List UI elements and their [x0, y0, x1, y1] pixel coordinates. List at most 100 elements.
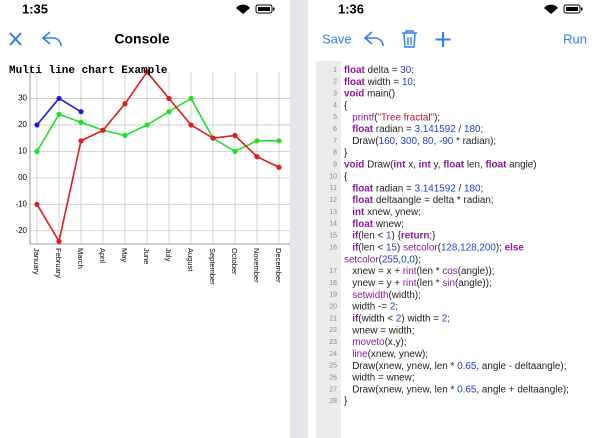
chart-title: Multi line chart Example — [9, 65, 168, 77]
x-tick-label: November — [252, 248, 261, 283]
code-line: ynew = y + rint(len * sin(angle)); — [344, 278, 492, 289]
code-line: if(len < 15) setcolor(128,128,200); else — [344, 242, 524, 253]
data-point — [122, 101, 128, 107]
code-line: void main() — [344, 88, 395, 99]
data-point — [144, 69, 150, 75]
line-number: 6 — [333, 126, 337, 133]
line-number: 17 — [329, 268, 337, 275]
line-number: 14 — [329, 221, 337, 228]
series-line — [36, 97, 279, 153]
code-line: { — [344, 100, 348, 111]
code-line: width -= 2; — [344, 301, 398, 312]
delete-button[interactable] — [402, 30, 417, 48]
line-number: 18 — [329, 280, 337, 287]
code-line: width = wnew; — [344, 372, 415, 383]
status-icons — [544, 4, 583, 15]
y-tick-label: 00 — [18, 173, 27, 182]
line-number: 16 — [329, 244, 337, 251]
data-point — [254, 154, 260, 160]
data-point — [232, 132, 238, 139]
undo-button[interactable] — [41, 31, 62, 47]
code-line: if(width < 2) width = 2; — [344, 313, 450, 324]
x-tick-label: June — [142, 248, 151, 264]
data-point — [166, 109, 172, 115]
close-button[interactable] — [9, 32, 22, 46]
line-number: 9 — [333, 161, 337, 168]
code-line: void Draw(int x, int y, float len, float… — [344, 159, 537, 170]
x-tick-label: August — [186, 248, 195, 272]
undo-button[interactable] — [363, 31, 384, 47]
code-line: float radian = 3.141592 / 180; — [344, 124, 483, 135]
line-number: 28 — [329, 398, 337, 405]
data-point — [210, 135, 216, 141]
code-line: float wnew; — [344, 218, 404, 229]
run-button[interactable]: Run — [563, 31, 587, 46]
line-number: 15 — [329, 232, 337, 239]
code-line: setwidth(width); — [344, 289, 421, 300]
data-point — [78, 109, 84, 115]
code-line: } — [344, 396, 348, 407]
status-time: 1:35 — [22, 1, 48, 16]
x-tick-label: July — [164, 248, 173, 262]
data-point — [166, 95, 172, 102]
save-button[interactable]: Save — [322, 31, 352, 46]
data-point — [188, 122, 194, 128]
data-point — [144, 122, 150, 128]
data-point — [78, 138, 84, 144]
line-number: 3 — [333, 91, 337, 98]
code-line: float deltaangle = delta * radian; — [344, 195, 494, 206]
code-line: Draw(xnew, ynew, len * 0.65, angle - del… — [344, 360, 566, 371]
chart: January February March April May June July Augu… — [9, 65, 290, 285]
data-point — [78, 119, 84, 125]
line-number: 27 — [329, 386, 337, 393]
code-line: { — [344, 171, 348, 182]
x-tick-label: March — [76, 248, 85, 269]
data-point — [56, 111, 62, 117]
code-line: Draw(160, 300, 80, -90 * radian); — [344, 136, 496, 147]
x-tick-label: December — [274, 248, 283, 283]
line-number: 12 — [329, 197, 337, 204]
line-number: 13 — [329, 209, 337, 216]
line-number: 22 — [329, 327, 337, 334]
line-number: 23 — [329, 339, 337, 346]
line-number: 7 — [333, 138, 337, 145]
data-point — [34, 148, 40, 154]
data-point — [34, 122, 40, 128]
code-line: } — [344, 147, 348, 158]
data-point — [232, 148, 238, 154]
code-line: float width = 10; — [344, 76, 416, 87]
add-button[interactable] — [435, 32, 451, 47]
line-number: 25 — [329, 363, 337, 370]
line-number: 10 — [329, 173, 337, 180]
x-tick-label: September — [208, 248, 217, 285]
x-tick-label: April — [98, 248, 107, 263]
screen-title: Console — [114, 31, 169, 47]
data-point — [276, 164, 282, 170]
code-line: float radian = 3.141592 / 180; — [344, 183, 483, 194]
line-number: 2 — [333, 79, 337, 86]
x-tick-label: October — [230, 248, 239, 275]
line-number: 4 — [333, 102, 337, 109]
y-tick-label: 30 — [18, 94, 27, 103]
line-number: 1 — [333, 67, 337, 74]
y-tick-label: 10 — [18, 146, 27, 155]
data-point — [34, 201, 40, 207]
code-line: wnew = width; — [344, 325, 415, 336]
line-number: 20 — [329, 303, 337, 310]
code-line: if(len < 1) {return;} — [344, 230, 436, 241]
line-gutter — [316, 61, 341, 438]
series-line — [36, 70, 280, 244]
code-line: setcolor(255,0,0); — [344, 254, 421, 265]
data-point — [56, 238, 62, 244]
x-tick-label: January — [32, 248, 41, 275]
line-number: 21 — [329, 315, 337, 322]
data-point — [122, 132, 128, 139]
line-number: 8 — [333, 150, 337, 157]
x-tick-label: May — [120, 248, 129, 262]
code-line: float delta = 30; — [344, 65, 414, 76]
y-tick-label: -10 — [15, 199, 27, 208]
data-point — [56, 95, 62, 102]
status-time: 1:36 — [338, 1, 364, 16]
code-line: xnew = x + rint(len * cos(angle)); — [344, 266, 494, 277]
left-screen — [0, 0, 290, 438]
